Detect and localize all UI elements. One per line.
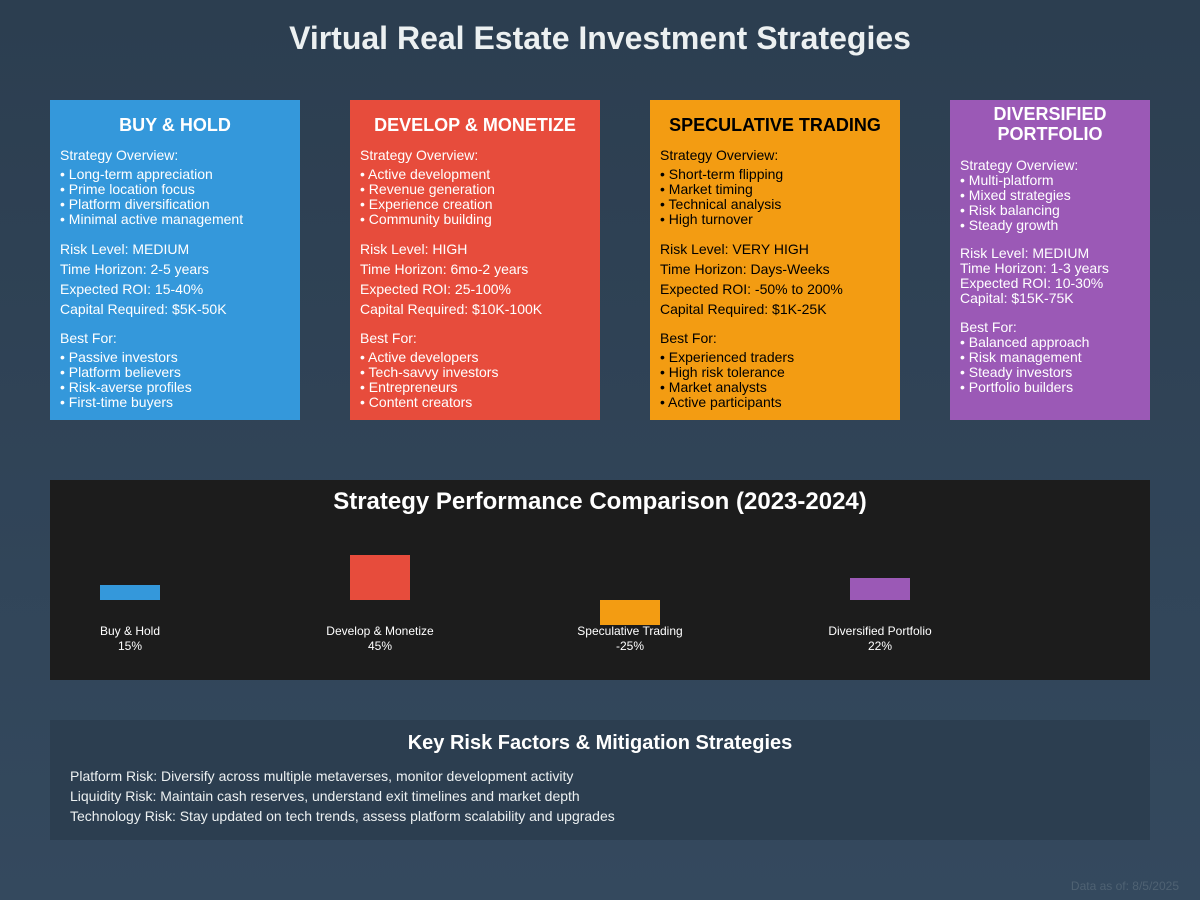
chart-title: Strategy Performance Comparison (2023-20… xyxy=(333,488,867,515)
list-item: • Platform diversification xyxy=(60,196,210,212)
category-label: Develop & Monetize xyxy=(326,624,434,638)
card-title: SPECULATIVE TRADING xyxy=(669,115,881,135)
list-item: • Mixed strategies xyxy=(960,187,1071,203)
metrics: Risk Level: HIGH Time Horizon: 6mo-2 yea… xyxy=(360,239,590,319)
best-for-list: • Experienced traders • High risk tolera… xyxy=(660,350,890,410)
list-item: • High turnover xyxy=(660,211,753,227)
overview-list: • Long-term appreciation • Prime locatio… xyxy=(60,167,290,227)
risk-factors-panel: Key Risk Factors & Mitigation Strategies… xyxy=(50,720,1150,840)
capital-required: Capital: $15K-75K xyxy=(960,290,1074,306)
list-item: • Long-term appreciation xyxy=(60,166,213,182)
value-label: -25% xyxy=(616,639,644,653)
bar-diversified-portfolio xyxy=(850,578,910,600)
time-horizon: Time Horizon: 1-3 years xyxy=(960,260,1109,276)
strategy-card-speculative-trading: SPECULATIVE TRADING Strategy Overview: •… xyxy=(650,100,900,420)
list-item: • Steady investors xyxy=(960,364,1073,380)
best-for-list: • Passive investors • Platform believers… xyxy=(60,350,290,410)
time-horizon: Time Horizon: 6mo-2 years xyxy=(360,261,529,277)
risk-level: Risk Level: MEDIUM xyxy=(960,245,1090,261)
time-horizon: Time Horizon: 2-5 years xyxy=(60,261,209,277)
card-title: BUY & HOLD xyxy=(119,115,231,135)
overview-label: Strategy Overview: xyxy=(360,147,479,163)
metrics: Risk Level: MEDIUM Time Horizon: 1-3 yea… xyxy=(960,246,1140,306)
overview-list: • Multi-platform • Mixed strategies • Ri… xyxy=(960,173,1140,233)
strategy-card-diversified-portfolio: DIVERSIFIED PORTFOLIO Strategy Overview:… xyxy=(950,100,1150,420)
list-item: • Risk-averse profiles xyxy=(60,379,192,395)
category-label: Diversified Portfolio xyxy=(828,624,932,638)
capital-required: Capital Required: $10K-100K xyxy=(360,301,543,317)
list-item: • Risk balancing xyxy=(960,202,1060,218)
value-label: 45% xyxy=(368,639,392,653)
risk-level: Risk Level: HIGH xyxy=(360,241,468,257)
list-item: • Prime location focus xyxy=(60,181,195,197)
best-for-label: Best For: xyxy=(60,330,117,346)
data-date-footer: Data as of: 8/5/2025 xyxy=(1070,879,1179,893)
best-for-label: Best For: xyxy=(660,330,717,346)
best-for-list: • Active developers • Tech-savvy investo… xyxy=(360,350,590,410)
category-label: Speculative Trading xyxy=(577,624,682,638)
metrics: Risk Level: VERY HIGH Time Horizon: Days… xyxy=(660,239,890,319)
expected-roi: Expected ROI: -50% to 200% xyxy=(660,281,843,297)
risk-title: Key Risk Factors & Mitigation Strategies xyxy=(407,732,793,754)
card-title: DEVELOP & MONETIZE xyxy=(374,115,576,135)
list-item: • Steady growth xyxy=(960,217,1059,233)
list-item: • Experienced traders xyxy=(660,349,795,365)
overview-list: • Active development • Revenue generatio… xyxy=(360,167,590,227)
best-for-list: • Balanced approach • Risk management • … xyxy=(960,335,1140,395)
list-item: • Short-term flipping xyxy=(660,166,784,182)
value-label: 15% xyxy=(118,639,142,653)
overview-list: • Short-term flipping • Market timing • … xyxy=(660,167,890,227)
bar-buy-hold xyxy=(100,585,160,600)
list-item: • Passive investors xyxy=(60,349,178,365)
bar-speculative-trading xyxy=(600,600,660,625)
list-item: • Active participants xyxy=(660,394,782,410)
list-item: • Minimal active management xyxy=(60,211,244,227)
expected-roi: Expected ROI: 25-100% xyxy=(360,281,511,297)
expected-roi: Expected ROI: 10-30% xyxy=(960,275,1104,291)
technology-risk-line: Technology Risk: Stay updated on tech tr… xyxy=(70,808,615,824)
list-item: • High risk tolerance xyxy=(660,364,785,380)
overview-label: Strategy Overview: xyxy=(60,147,179,163)
list-item: • Active developers xyxy=(360,349,479,365)
list-item: • Market timing xyxy=(660,181,753,197)
overview-label: Strategy Overview: xyxy=(660,147,779,163)
risk-level: Risk Level: VERY HIGH xyxy=(660,241,809,257)
capital-required: Capital Required: $1K-25K xyxy=(660,301,827,317)
list-item: • Technical analysis xyxy=(660,196,782,212)
metrics: Risk Level: MEDIUM Time Horizon: 2-5 yea… xyxy=(60,239,290,319)
list-item: • Platform believers xyxy=(60,364,181,380)
expected-roi: Expected ROI: 15-40% xyxy=(60,281,204,297)
capital-required: Capital Required: $5K-50K xyxy=(60,301,227,317)
time-horizon: Time Horizon: Days-Weeks xyxy=(660,261,830,277)
bar-develop-monetize xyxy=(350,555,410,600)
list-item: • Balanced approach xyxy=(960,334,1090,350)
list-item: • Entrepreneurs xyxy=(360,379,458,395)
value-label: 22% xyxy=(868,639,892,653)
risk-level: Risk Level: MEDIUM xyxy=(60,241,190,257)
list-item: • Multi-platform xyxy=(960,172,1054,188)
card-title: DIVERSIFIED PORTFOLIO xyxy=(993,104,1107,144)
list-item: • Active development xyxy=(360,166,491,182)
list-item: • First-time buyers xyxy=(60,394,174,410)
list-item: • Risk management xyxy=(960,349,1082,365)
list-item: • Portfolio builders xyxy=(960,379,1074,395)
best-for-label: Best For: xyxy=(960,319,1017,335)
strategy-card-develop-monetize: DEVELOP & MONETIZE Strategy Overview: • … xyxy=(350,100,600,420)
category-label: Buy & Hold xyxy=(100,624,160,638)
strategy-card-buy-hold: BUY & HOLD Strategy Overview: • Long-ter… xyxy=(50,100,300,420)
list-item: • Market analysts xyxy=(660,379,767,395)
overview-label: Strategy Overview: xyxy=(960,157,1079,173)
page-title: Virtual Real Estate Investment Strategie… xyxy=(289,20,911,56)
list-item: • Experience creation xyxy=(360,196,493,212)
list-item: • Content creators xyxy=(360,394,473,410)
list-item: • Community building xyxy=(360,211,492,227)
platform-risk-line: Platform Risk: Diversify across multiple… xyxy=(70,768,574,784)
liquidity-risk-line: Liquidity Risk: Maintain cash reserves, … xyxy=(70,788,580,804)
list-item: • Tech-savvy investors xyxy=(360,364,499,380)
best-for-label: Best For: xyxy=(360,330,417,346)
list-item: • Revenue generation xyxy=(360,181,495,197)
risk-list: Platform Risk: Diversify across multiple… xyxy=(70,766,615,826)
performance-chart-panel: Strategy Performance Comparison (2023-20… xyxy=(50,480,1150,680)
